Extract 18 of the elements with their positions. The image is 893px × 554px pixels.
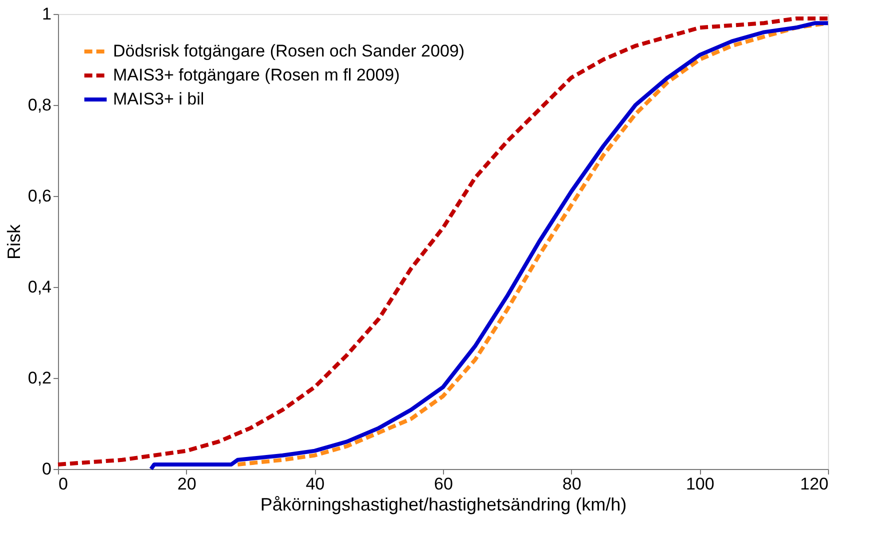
x-tick-label: 0 [58, 474, 68, 494]
y-tick-label: 0,4 [28, 278, 52, 296]
x-tick-label: 40 [306, 474, 325, 494]
x-tick-label: 60 [434, 474, 453, 494]
y-tick-label: 0 [42, 460, 52, 478]
y-tick-label: 0,8 [28, 96, 52, 114]
legend-label: Dödsrisk fotgängare (Rosen och Sander 2009) [113, 42, 465, 60]
legend-label: MAIS3+ i bil [113, 90, 204, 108]
y-tick-label: 0,6 [28, 186, 52, 206]
y-axis-title: Risk [4, 224, 24, 260]
x-tick-label: 80 [562, 474, 582, 494]
legend-label: MAIS3+ fotgängare (Rosen m fl 2009) [113, 66, 400, 84]
x-tick-label: 120 [800, 474, 828, 494]
x-axis-title: Påkörningshastighet/hastighetsändring (km/h) [260, 494, 627, 514]
y-tick-label: 0,2 [28, 368, 52, 388]
x-tick-label: 20 [177, 474, 196, 494]
y-tick-label: 1 [42, 4, 52, 24]
x-tick-label: 100 [686, 474, 714, 494]
